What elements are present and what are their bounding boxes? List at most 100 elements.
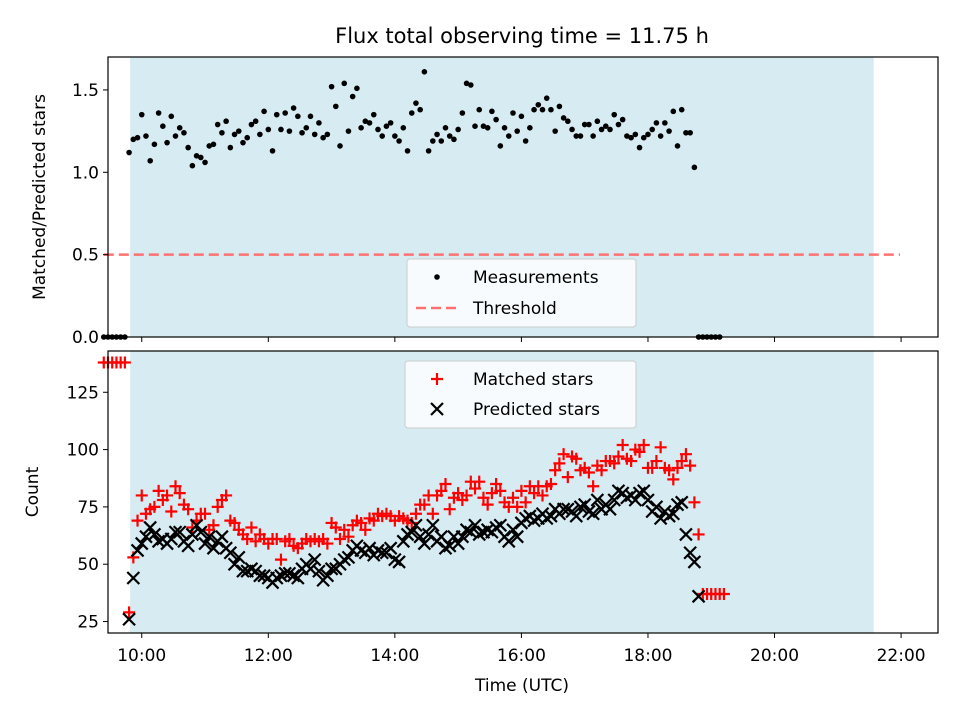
measurement-point: [337, 143, 343, 149]
matched-stars-point: [199, 507, 212, 520]
matched-stars-point: [650, 455, 663, 468]
predicted-stars-point: [679, 527, 693, 542]
predicted-stars-point: [392, 555, 406, 569]
top-y-axis-label: Matched/Predicted stars: [30, 94, 50, 300]
matched-stars-point: [342, 530, 355, 543]
x-tick-label: 12:00: [244, 646, 293, 666]
measurement-point: [425, 148, 432, 154]
predicted-stars-point: [455, 529, 470, 544]
measurement-point: [607, 126, 613, 133]
matched-stars-point: [405, 516, 418, 529]
matched-stars-point: [211, 500, 224, 513]
measurement-point: [269, 148, 276, 154]
matched-stars-point: [241, 533, 254, 545]
predicted-stars-point: [404, 525, 419, 539]
matched-stars-point: [338, 523, 351, 536]
matched-stars-point: [549, 464, 562, 477]
measurement-point: [480, 123, 487, 129]
measurement-point: [581, 121, 588, 128]
measurement-point: [556, 103, 563, 110]
predicted-stars-point: [417, 536, 432, 551]
predicted-stars-point: [134, 536, 149, 551]
measurement-point: [130, 136, 137, 143]
bottom-y-ticks: 25 50 75 100 125: [67, 383, 108, 633]
measurement-point: [168, 113, 175, 120]
bottom-y-axis-label: Count: [23, 466, 43, 517]
legend-matched-marker: [431, 373, 443, 385]
measurement-point: [666, 128, 672, 134]
measurement-point: [649, 126, 655, 133]
measurement-point: [286, 128, 293, 134]
matched-stars-points: [97, 356, 730, 619]
measurement-point: [430, 138, 436, 144]
matched-stars-point: [152, 484, 165, 497]
matched-stars-point: [511, 500, 524, 513]
matched-stars-point: [570, 452, 583, 465]
measurement-point: [198, 154, 204, 161]
measurement-point: [366, 120, 373, 126]
legend-measurements-label: Measurements: [473, 268, 599, 288]
measurement-point: [400, 125, 407, 131]
matched-stars-point: [359, 523, 372, 536]
matched-stars-point: [688, 496, 701, 509]
measurement-point: [459, 110, 466, 116]
measurement-points: [100, 69, 723, 340]
measurement-point: [505, 133, 512, 139]
matched-stars-point: [612, 450, 625, 463]
top-legend: Measurements Threshold: [406, 258, 637, 328]
matched-stars-point: [616, 439, 629, 451]
matched-stars-point: [161, 489, 174, 502]
matched-stars-point: [646, 461, 659, 474]
measurement-point: [565, 118, 571, 125]
matched-stars-point: [671, 461, 684, 474]
predicted-stars-point: [143, 520, 157, 535]
predicted-stars-point: [147, 527, 162, 542]
y-tick-label: 0.0: [72, 328, 99, 348]
measurement-point: [316, 120, 322, 126]
legend-predicted-marker: [430, 402, 444, 416]
measurement-point: [518, 113, 525, 120]
predicted-stars-point: [649, 500, 664, 514]
measurement-point: [619, 116, 626, 123]
y-tick-label: 25: [77, 613, 99, 633]
x-tick-label: 16:00: [497, 646, 546, 666]
measurement-point: [138, 111, 145, 118]
top-plot-frame: [107, 56, 939, 338]
predicted-stars-point: [206, 541, 221, 555]
measurement-point: [438, 138, 445, 144]
matched-stars-point: [490, 477, 503, 490]
measurement-point: [560, 115, 567, 121]
predicted-stars-point: [586, 507, 600, 521]
matched-stars-point: [587, 480, 600, 493]
predicted-stars-point: [223, 545, 238, 560]
predicted-stars-point: [590, 493, 605, 507]
measurement-point: [303, 125, 310, 131]
predicted-stars-point: [122, 612, 136, 627]
predicted-stars-point: [493, 518, 508, 533]
matched-stars-point: [515, 484, 528, 497]
matched-stars-point: [165, 505, 178, 518]
matched-stars-point: [329, 521, 342, 534]
measurement-point: [354, 85, 360, 92]
legend-predicted-label: Predicted stars: [473, 400, 600, 420]
measurement-point: [678, 106, 685, 113]
predicted-stars-point: [139, 529, 153, 544]
matched-stars-point: [334, 533, 347, 545]
predicted-stars-point: [653, 511, 668, 526]
measurement-point: [235, 128, 242, 134]
measurement-point: [632, 131, 639, 138]
matched-stars-point: [684, 459, 697, 472]
matched-stars-point: [494, 484, 507, 497]
predicted-stars-point: [442, 539, 457, 553]
legend-matched-label: Matched stars: [473, 370, 593, 390]
measurement-point: [657, 133, 664, 139]
predicted-stars-point: [683, 545, 697, 560]
measurement-point: [358, 125, 364, 131]
predicted-stars-point: [231, 550, 246, 565]
measurement-point: [598, 126, 605, 133]
matched-stars-point: [637, 439, 650, 451]
matched-stars-point: [123, 606, 136, 619]
measurement-point: [151, 141, 158, 148]
measurement-point: [674, 143, 681, 149]
measurement-point: [489, 108, 495, 115]
